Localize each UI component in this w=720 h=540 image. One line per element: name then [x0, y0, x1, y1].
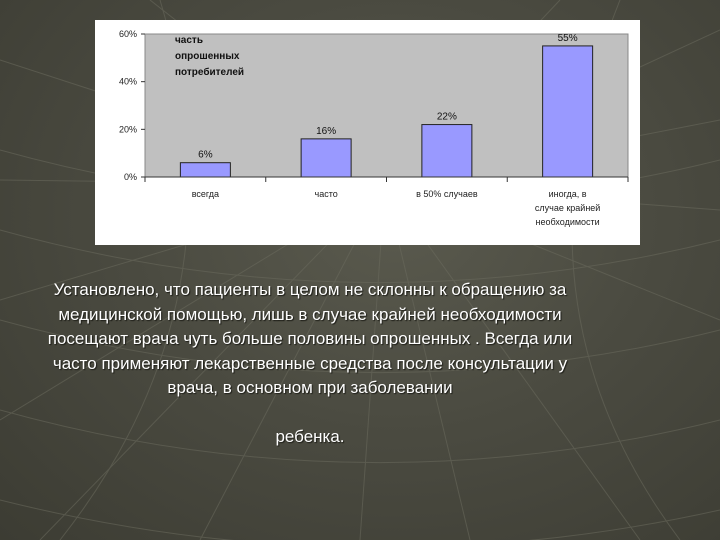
y-tick-label: 40% — [119, 77, 137, 87]
data-label: 16% — [316, 126, 336, 137]
data-label: 22% — [437, 112, 457, 123]
series-label-line: опрошенных — [175, 51, 240, 62]
y-tick-label: 0% — [124, 172, 137, 182]
x-category-label: в 50% случаев — [416, 189, 478, 199]
chart-panel: 0% 20% 40% 60% часть опрошенных потребителей 6%… — [95, 20, 640, 245]
closing-word: ребенка. — [275, 426, 345, 446]
findings-paragraph: Установлено, что пациенты в целом не скл… — [47, 280, 573, 397]
bar — [542, 45, 594, 178]
y-tick-label: 20% — [119, 124, 137, 134]
x-category-label: случае крайней — [535, 203, 600, 213]
bar — [421, 124, 473, 178]
x-category-label: часто — [315, 189, 338, 199]
series-label-line: часть — [175, 35, 203, 46]
data-label: 55% — [558, 33, 578, 44]
x-category-label: необходимости — [536, 217, 600, 227]
data-label: 6% — [198, 150, 213, 161]
body-text: Установлено, что пациенты в целом не скл… — [40, 278, 580, 449]
bar-chart: 0% 20% 40% 60% часть опрошенных потребителей 6%… — [119, 29, 629, 227]
x-category-label: иногда, в — [549, 189, 587, 199]
x-category-label: всегда — [192, 189, 219, 199]
series-label-line: потребителей — [175, 66, 244, 78]
bar — [300, 138, 352, 178]
bar — [179, 162, 231, 178]
y-tick-label: 60% — [119, 29, 137, 39]
